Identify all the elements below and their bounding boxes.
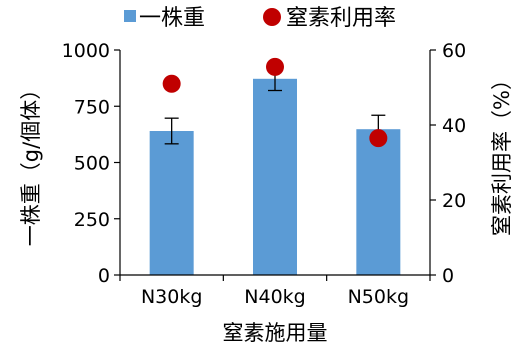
- dot-N30kg: [162, 74, 181, 93]
- x-tick-label: N30kg: [141, 286, 202, 308]
- legend-dot-swatch: [263, 8, 281, 26]
- x-axis-title: 窒素施用量: [223, 321, 328, 345]
- y-tick-label: 0: [98, 265, 110, 287]
- legend-bar-swatch: [124, 10, 136, 22]
- legend: 一株重 窒素利用率: [124, 6, 396, 31]
- y2-tick-label: 20: [442, 190, 466, 212]
- bar-N30kg: [149, 131, 194, 275]
- y-tick-label: 750: [74, 96, 110, 118]
- y-tick-label: 1000: [62, 40, 110, 62]
- legend-bar-label: 一株重: [139, 6, 205, 31]
- scatter-series: [162, 57, 388, 148]
- y-axis-title: 一株重（g/個体）: [19, 79, 43, 246]
- x-tick-label: N50kg: [348, 286, 409, 308]
- y-tick-label: 250: [74, 209, 110, 231]
- legend-dot-label: 窒素利用率: [286, 6, 396, 31]
- dot-N50kg: [369, 129, 388, 148]
- bar-N40kg: [253, 78, 297, 275]
- y-tick-label: 500: [74, 153, 110, 175]
- bar-N50kg: [356, 129, 401, 275]
- y2-tick-label: 0: [442, 265, 454, 287]
- y2-axis-title: 窒素利用率（%）: [490, 69, 514, 236]
- tick-labels: 0 250 500 750 1000 0 20 40 60 N30kg N40kg N50kg: [62, 40, 467, 308]
- x-tick-label: N40kg: [244, 286, 305, 308]
- y2-tick-label: 40: [442, 115, 466, 137]
- y2-tick-label: 60: [442, 40, 466, 62]
- bar-series: [149, 78, 401, 275]
- axes: [114, 49, 436, 281]
- dot-N40kg: [266, 57, 284, 76]
